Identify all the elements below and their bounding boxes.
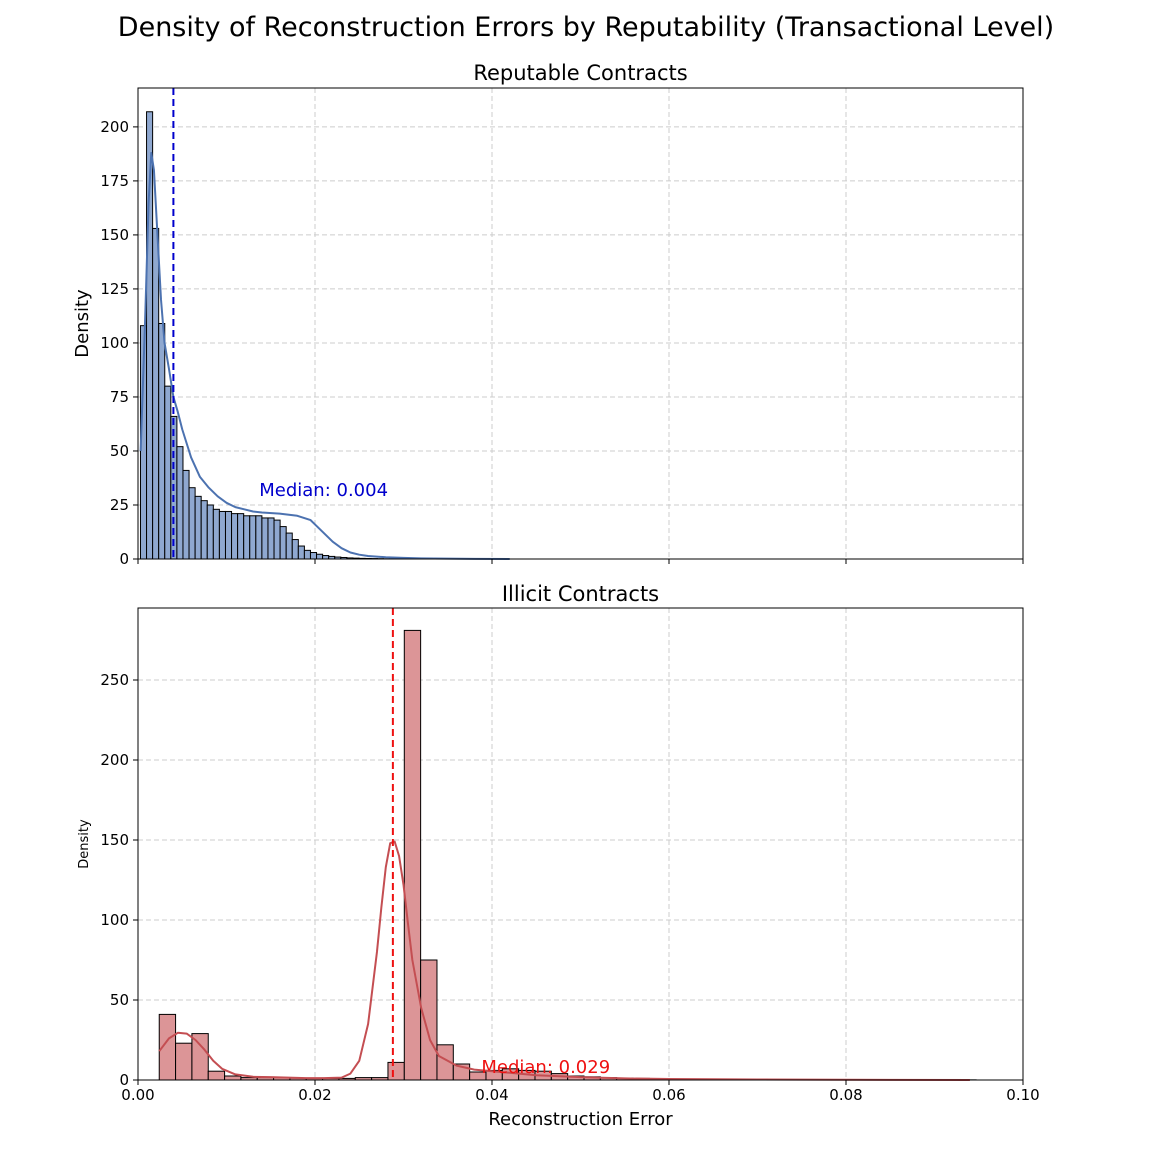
histogram-bars: [158, 629, 977, 1081]
x-tick-label: 0.00: [121, 1086, 154, 1104]
x-axis-ticks: [137, 559, 1024, 564]
y-axis-ticks: 0 50 100 150 200 250: [100, 671, 138, 1089]
panel-reputable: Median: 0.004 0 25 50 75 100 125 150 175 200 Reput…: [72, 61, 1024, 568]
y-axis-ticks: 0 25 50 75 100 125 150 175 200: [100, 118, 138, 568]
y-tick-label: 150: [100, 226, 129, 244]
y-tick-label: 150: [100, 831, 129, 849]
x-tick-label: 0.04: [475, 1086, 508, 1104]
histogram-bar: [176, 446, 184, 560]
x-tick-label: 0.08: [829, 1086, 862, 1104]
histogram-bar: [291, 539, 299, 560]
histogram-bar: [200, 500, 208, 560]
histogram-bar: [322, 555, 330, 560]
y-tick-label: 0: [119, 550, 129, 568]
y-tick-label: 200: [100, 751, 129, 769]
y-tick-label: 250: [100, 671, 129, 689]
y-axis-label: Density: [72, 289, 93, 358]
histogram-bar: [207, 1070, 226, 1081]
panel-illicit: Median: 0.029 0.00 0.02 0.04 0.06 0.08 0.10 0 50…: [77, 582, 1040, 1130]
histogram-bar: [303, 549, 311, 560]
histogram-bar: [261, 517, 269, 560]
y-tick-label: 25: [110, 496, 129, 514]
kde-curve: [139, 151, 510, 560]
histogram-bar: [191, 1033, 209, 1081]
histogram-bar: [297, 545, 305, 560]
y-tick-label: 75: [110, 388, 129, 406]
histogram-bar: [182, 469, 190, 560]
histogram-bar: [279, 526, 287, 560]
panel-title: Reputable Contracts: [473, 61, 687, 85]
histogram-bar: [249, 515, 257, 560]
histogram-bar: [175, 1042, 193, 1081]
y-tick-label: 100: [100, 911, 129, 929]
y-tick-label: 175: [100, 172, 129, 190]
axes-frame: [137, 87, 1024, 560]
histogram-bar: [237, 513, 245, 560]
histogram-bar: [212, 508, 220, 560]
histogram-bar: [316, 553, 324, 560]
histogram-bar: [224, 510, 233, 560]
histogram-bar: [218, 510, 226, 560]
median-label: Median: 0.004: [259, 480, 388, 501]
x-tick-label: 0.02: [298, 1086, 331, 1104]
histogram-bar: [420, 959, 438, 1081]
y-tick-label: 0: [119, 1071, 129, 1089]
panel-title: Illicit Contracts: [502, 582, 659, 606]
histogram-bar: [243, 515, 251, 560]
histogram-bar: [273, 519, 281, 560]
gridlines: [138, 608, 1023, 1080]
x-axis-ticks: 0.00 0.02 0.04 0.06 0.08 0.10: [121, 1080, 1040, 1104]
histogram-bar: [231, 513, 239, 560]
histogram-bar: [255, 515, 263, 560]
histogram-bar: [224, 1075, 242, 1081]
x-tick-label: 0.10: [1006, 1086, 1039, 1104]
figure-title: Density of Reconstruction Errors by Repu…: [118, 12, 1054, 43]
y-tick-label: 200: [100, 118, 129, 136]
x-axis-label: Reconstruction Error: [488, 1109, 673, 1130]
y-tick-label: 100: [100, 334, 129, 352]
y-tick-label: 50: [110, 991, 129, 1009]
histogram-bar: [158, 323, 166, 560]
histogram-bar: [206, 504, 214, 560]
histogram-bar: [309, 552, 318, 560]
y-tick-label: 125: [100, 280, 129, 298]
x-tick-label: 0.06: [652, 1086, 685, 1104]
histogram-bar: [403, 629, 422, 1081]
histogram-bar: [267, 517, 275, 560]
gridlines: [138, 88, 1023, 559]
histogram-bar: [194, 495, 202, 560]
histogram-bar: [188, 487, 196, 560]
kde-curve: [158, 840, 970, 1081]
y-tick-label: 50: [110, 442, 129, 460]
y-axis-label: Density: [77, 819, 92, 869]
histogram-bar: [387, 1061, 405, 1081]
axes-frame: [137, 607, 1024, 1081]
histogram-bar: [164, 385, 172, 560]
histogram-bar: [285, 532, 293, 560]
histogram-bar: [152, 227, 160, 560]
median-label: Median: 0.029: [481, 1057, 610, 1078]
